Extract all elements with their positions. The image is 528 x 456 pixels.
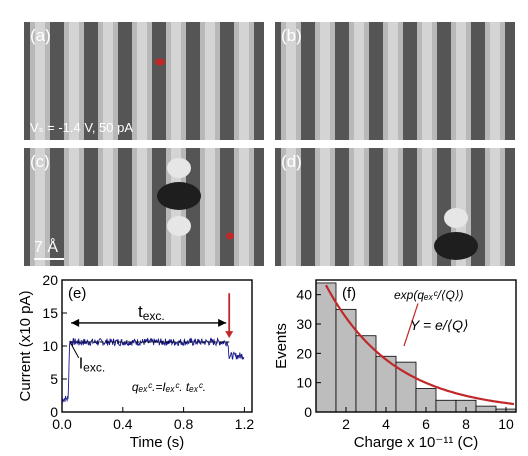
panel-label-a: (a)	[30, 26, 51, 45]
panel-label-d: (d)	[281, 152, 302, 171]
bright-lobe-d1	[444, 208, 468, 228]
y-tick-label-e: 5	[50, 371, 58, 387]
histogram-bar	[315, 282, 337, 413]
x-tick-label-e: 0.4	[113, 416, 133, 432]
y-tick-label-e: 15	[42, 305, 58, 321]
x-axis-label-f: Charge x 10⁻¹¹ (C)	[354, 434, 479, 450]
i-exc-label: Iexc.	[79, 355, 105, 374]
stm-image-a	[24, 22, 264, 140]
dark-defect-d	[434, 232, 478, 260]
stm-panel-b: (b)	[275, 22, 515, 140]
y-tick-label-f: 20	[296, 345, 312, 361]
chart-label-e: (e)	[68, 285, 86, 302]
stm-image-c	[24, 148, 264, 266]
y-tick-label-f: 30	[296, 316, 312, 332]
t-exc-arrowhead-left	[71, 318, 80, 327]
panel-label-c: (c)	[30, 152, 50, 171]
x-tick-label-e: 0.8	[174, 416, 194, 432]
t-exc-label: texc.	[138, 302, 165, 323]
y-tick-label-e: 10	[42, 338, 58, 354]
scale-label: 7 Å	[34, 239, 59, 256]
bright-lobe-c2	[167, 216, 191, 236]
x-tick-label-f: 4	[382, 416, 390, 432]
x-tick-label-e: 0.0	[52, 416, 72, 432]
chart-label-f: (f)	[342, 285, 356, 302]
x-tick-label-f: 8	[462, 416, 470, 432]
t-exc-subscript: exc.	[143, 309, 165, 323]
histogram-bar	[435, 399, 457, 413]
y-axis-label-e: Current (x10 pA)	[17, 291, 34, 402]
fit-leader-line	[403, 303, 419, 347]
y-axis-label-f: Events	[273, 323, 290, 369]
histogram-bar	[475, 405, 497, 413]
condition-label: Vₛ = -1.4 V, 50 pA	[30, 120, 134, 135]
x-axis-label-e: Time (s)	[130, 434, 184, 450]
exponential-fit-curve	[325, 284, 515, 406]
chart-e: 0 5 10 15 20 0.0 0.4 0.8 1.2 Time (s) Current (x10…	[17, 272, 255, 450]
scale-bar: 7 Å	[34, 239, 64, 260]
x-tick-label-f: 2	[342, 416, 350, 432]
stm-panel-d: (d)	[275, 148, 515, 266]
fit-label-y: Y = e/⟨Q⟩	[410, 317, 469, 333]
y-tick-label-e: 20	[42, 272, 58, 288]
x-tick-label-e: 1.2	[235, 416, 255, 432]
bright-lobe-c1	[167, 158, 191, 178]
plot-frame-f	[315, 279, 517, 413]
i-exc-subscript: exc.	[83, 360, 105, 374]
panel-label-b: (b)	[281, 26, 302, 45]
current-trace	[61, 337, 245, 403]
y-tick-label-f: 10	[296, 375, 312, 391]
scale-bar-line	[34, 258, 64, 260]
histogram-bar	[335, 308, 357, 413]
y-tick-label-e: 0	[50, 404, 58, 420]
tip-marker-a	[155, 58, 165, 66]
charge-formula: qₑₓᶜ.=Iₑₓᶜ. tₑₓᶜ.	[132, 380, 206, 394]
stm-image-d	[275, 148, 515, 266]
y-tick-label-f: 0	[304, 404, 312, 420]
stm-panel-a: (a) Vₛ = -1.4 V, 50 pA	[24, 22, 264, 140]
stm-panel-c: (c) 7 Å	[24, 148, 264, 266]
i-exc-leader	[70, 343, 80, 359]
y-tick-label-f: 40	[296, 287, 312, 303]
fit-label-exp: exp(qₑₓᶜ/⟨Q⟩)	[394, 288, 464, 302]
tip-return-arrowhead	[225, 331, 234, 339]
chart-f: 0 10 20 30 40 2 4 6 8 10 Charge x 10⁻¹¹ (C) Events (…	[273, 279, 517, 450]
tip-marker-c	[226, 232, 234, 240]
dark-defect-c	[157, 182, 201, 210]
stm-image-b	[275, 22, 515, 140]
t-exc-arrowhead-right	[218, 318, 227, 327]
x-tick-label-f: 6	[422, 416, 430, 432]
x-tick-label-f: 10	[498, 416, 514, 432]
